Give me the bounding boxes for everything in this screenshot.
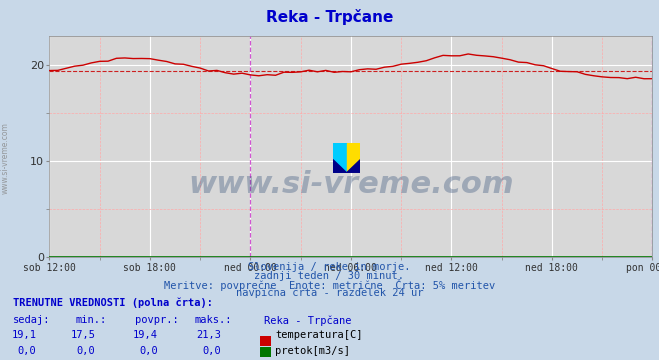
Text: 0,0: 0,0 bbox=[18, 346, 36, 356]
Text: 21,3: 21,3 bbox=[196, 330, 221, 341]
Text: sedaj:: sedaj: bbox=[13, 315, 51, 325]
Text: pretok[m3/s]: pretok[m3/s] bbox=[275, 346, 351, 356]
Text: 19,4: 19,4 bbox=[133, 330, 158, 341]
Text: Reka - Trpčane: Reka - Trpčane bbox=[264, 315, 351, 325]
Text: zadnji teden / 30 minut.: zadnji teden / 30 minut. bbox=[254, 271, 405, 281]
Text: temperatura[C]: temperatura[C] bbox=[275, 330, 363, 341]
Text: 0,0: 0,0 bbox=[202, 346, 221, 356]
Text: www.si-vreme.com: www.si-vreme.com bbox=[188, 170, 514, 199]
Text: 17,5: 17,5 bbox=[71, 330, 96, 341]
Text: navpična črta - razdelek 24 ur: navpična črta - razdelek 24 ur bbox=[236, 288, 423, 298]
Text: 0,0: 0,0 bbox=[77, 346, 96, 356]
Text: www.si-vreme.com: www.si-vreme.com bbox=[1, 122, 10, 194]
Text: maks.:: maks.: bbox=[194, 315, 232, 325]
Text: min.:: min.: bbox=[76, 315, 107, 325]
Polygon shape bbox=[333, 159, 347, 173]
Bar bbox=[347, 143, 360, 173]
Text: Meritve: povprečne  Enote: metrične  Črta: 5% meritev: Meritve: povprečne Enote: metrične Črta:… bbox=[164, 279, 495, 291]
Text: Reka - Trpčane: Reka - Trpčane bbox=[266, 9, 393, 25]
Text: 0,0: 0,0 bbox=[140, 346, 158, 356]
Bar bbox=[333, 143, 347, 173]
Polygon shape bbox=[347, 159, 360, 173]
Text: povpr.:: povpr.: bbox=[135, 315, 179, 325]
Text: TRENUTNE VREDNOSTI (polna črta):: TRENUTNE VREDNOSTI (polna črta): bbox=[13, 297, 213, 307]
Text: 19,1: 19,1 bbox=[11, 330, 36, 341]
Text: Slovenija / reke in morje.: Slovenija / reke in morje. bbox=[248, 262, 411, 272]
